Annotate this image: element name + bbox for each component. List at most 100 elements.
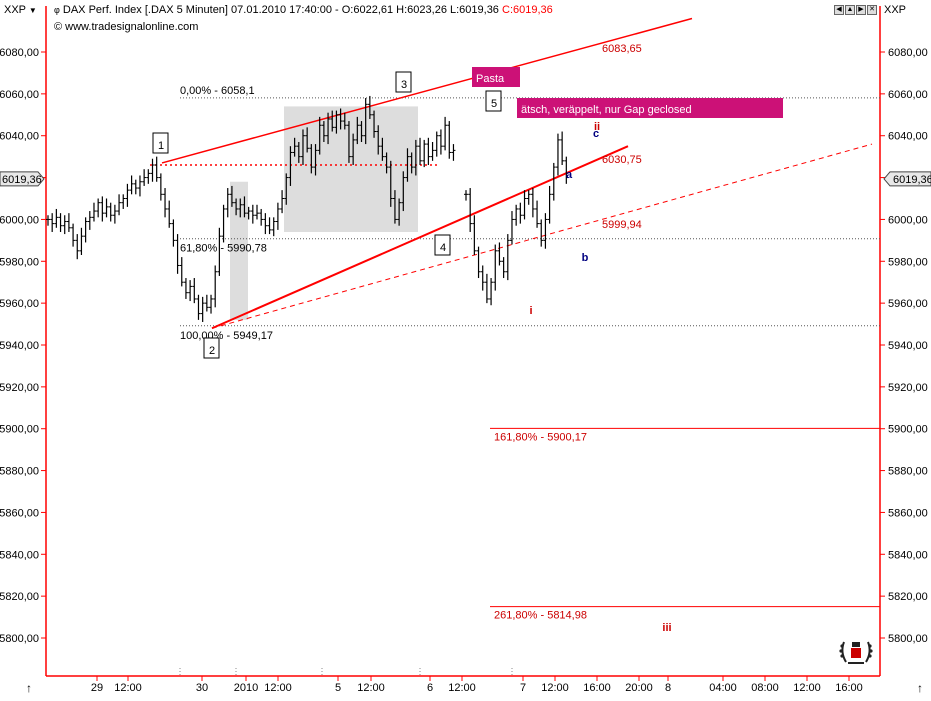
x-tick-label: 12:00 — [541, 682, 569, 694]
y-tick-label-left: 6080,00 — [0, 47, 39, 59]
price-tag-right: 6019,36 — [883, 171, 931, 187]
wave-label-box — [395, 71, 412, 93]
y-tick-label-right: 5920,00 — [888, 382, 928, 394]
x-tick-label: 7 — [520, 682, 526, 694]
y-tick-label-left: 5880,00 — [0, 466, 39, 478]
level-value-label: 6083,65 — [602, 43, 642, 55]
price-tag-right-shape — [883, 171, 931, 187]
candle-icon: φ — [54, 5, 60, 15]
lower-wedge-line — [211, 145, 629, 330]
fib-level-label: 261,80% - 5814,98 — [494, 610, 587, 622]
y-tick-label-left: 5940,00 — [0, 340, 39, 352]
x-tick-label: 12:00 — [448, 682, 476, 694]
dropdown-arrow-icon: ▼ — [28, 6, 37, 15]
shaded-zone-small — [230, 181, 248, 320]
x-tick-label: 16:00 — [583, 682, 611, 694]
symbol-selector-left[interactable]: XXP ▼ — [4, 4, 37, 16]
y-tick-label-right: 6000,00 — [888, 214, 928, 226]
wave-label: c — [593, 128, 599, 140]
callout-box — [472, 67, 520, 87]
move-right-icon[interactable]: ▶ — [856, 5, 866, 15]
source-url: © www.tradesignalonline.com — [54, 21, 199, 33]
y-tick-label-right: 5900,00 — [888, 424, 928, 436]
x-tick-label: 04:00 — [709, 682, 737, 694]
y-tick-label-left: 6040,00 — [0, 131, 39, 143]
wave-label-box — [152, 132, 169, 154]
fib-level-label: 161,80% - 5900,17 — [494, 431, 587, 443]
x-tick-label: 6 — [427, 682, 433, 694]
chart-title: φ DAX Perf. Index [.DAX 5 Minuten] 07.01… — [54, 4, 553, 16]
y-tick-label-left: 5920,00 — [0, 382, 39, 394]
shaded-zone-large — [284, 106, 418, 232]
x-tick-label: 12:00 — [357, 682, 385, 694]
y-tick-label-right: 5820,00 — [888, 591, 928, 603]
wave-label: iii — [662, 622, 671, 634]
wave-label-box — [203, 337, 220, 359]
wave-label: a — [566, 169, 573, 181]
wave-label: 1 — [158, 140, 164, 152]
y-tick-label-left: 5840,00 — [0, 549, 39, 561]
y-tick-label-left: 5860,00 — [0, 507, 39, 519]
x-tick-label: 16:00 — [835, 682, 863, 694]
price-tag-left: 6019,36 — [0, 171, 45, 187]
x-tick-label: 2010 — [234, 682, 258, 694]
y-tick-label-right: 5960,00 — [888, 298, 928, 310]
wave-label: i — [529, 305, 532, 317]
wave-label: ii — [594, 121, 600, 133]
y-tick-label-right: 5840,00 — [888, 549, 928, 561]
y-tick-label-left: 6060,00 — [0, 89, 39, 101]
callout-text: ätsch, veräppelt, nur Gap geclosed — [521, 104, 692, 116]
level-value-label: 5999,94 — [602, 219, 642, 231]
y-tick-label-right: 5940,00 — [888, 340, 928, 352]
y-tick-label-right: 5860,00 — [888, 507, 928, 519]
upper-wedge-line — [161, 17, 693, 164]
wave-label: 2 — [209, 345, 215, 357]
x-tick-label: 8 — [665, 682, 671, 694]
y-tick-label-right: 5800,00 — [888, 633, 928, 645]
y-tick-label-right: 5880,00 — [888, 466, 928, 478]
symbol-left-label: XXP — [4, 4, 26, 16]
fib-level-label: 0,00% - 6058,1 — [180, 85, 255, 97]
projection-dashed-line — [211, 143, 873, 329]
x-tick-label: 30 — [196, 682, 208, 694]
y-tick-label-right: 6060,00 — [888, 89, 928, 101]
y-tick-label-left: 5800,00 — [0, 633, 39, 645]
y-tick-label-left: 5960,00 — [0, 298, 39, 310]
wave-label: 5 — [491, 98, 497, 110]
y-tick-label-left: 5900,00 — [0, 424, 39, 436]
y-tick-label-right: 5980,00 — [888, 256, 928, 268]
chart-title-text: DAX Perf. Index [.DAX 5 Minuten] 07.01.2… — [62, 4, 499, 16]
callout-box — [517, 98, 783, 118]
wave-label-box — [485, 90, 502, 112]
price-bars — [46, 95, 569, 322]
price-tag-left-label: 6019,36 — [2, 174, 42, 186]
y-tick-label-left: 5980,00 — [0, 256, 39, 268]
laurel-logo-icon — [838, 636, 874, 668]
callout-text: Pasta — [476, 73, 505, 85]
wave-label: 3 — [401, 79, 407, 91]
fib-level-label: 100,00% - 5949,17 — [180, 330, 273, 342]
x-tick-label: 08:00 — [751, 682, 779, 694]
fib-level-label: 61,80% - 5990,78 — [180, 243, 267, 255]
y-tick-label-right: 6080,00 — [888, 47, 928, 59]
x-tick-label: 20:00 — [625, 682, 653, 694]
wave-label: b — [582, 252, 589, 264]
price-tag-left-shape — [0, 171, 45, 187]
close-icon[interactable]: ✕ — [867, 5, 877, 15]
close-value: C:6019,36 — [502, 4, 553, 16]
x-tick-label: 12:00 — [114, 682, 142, 694]
wave-label-box — [434, 234, 451, 256]
x-tick-label: 29 — [91, 682, 103, 694]
x-tick-label: 12:00 — [264, 682, 292, 694]
scroll-up-left-icon[interactable]: ↑ — [26, 681, 32, 695]
symbol-right-label: XXP — [884, 4, 907, 16]
price-tag-right-label: 6019,36 — [893, 174, 931, 186]
x-tick-label: 12:00 — [793, 682, 821, 694]
move-up-icon[interactable]: ▲ — [845, 5, 855, 15]
scroll-up-right-icon[interactable]: ↑ — [917, 681, 923, 695]
y-tick-label-left: 6000,00 — [0, 214, 39, 226]
move-left-icon[interactable]: ◀ — [834, 5, 844, 15]
x-tick-label: 5 — [335, 682, 341, 694]
